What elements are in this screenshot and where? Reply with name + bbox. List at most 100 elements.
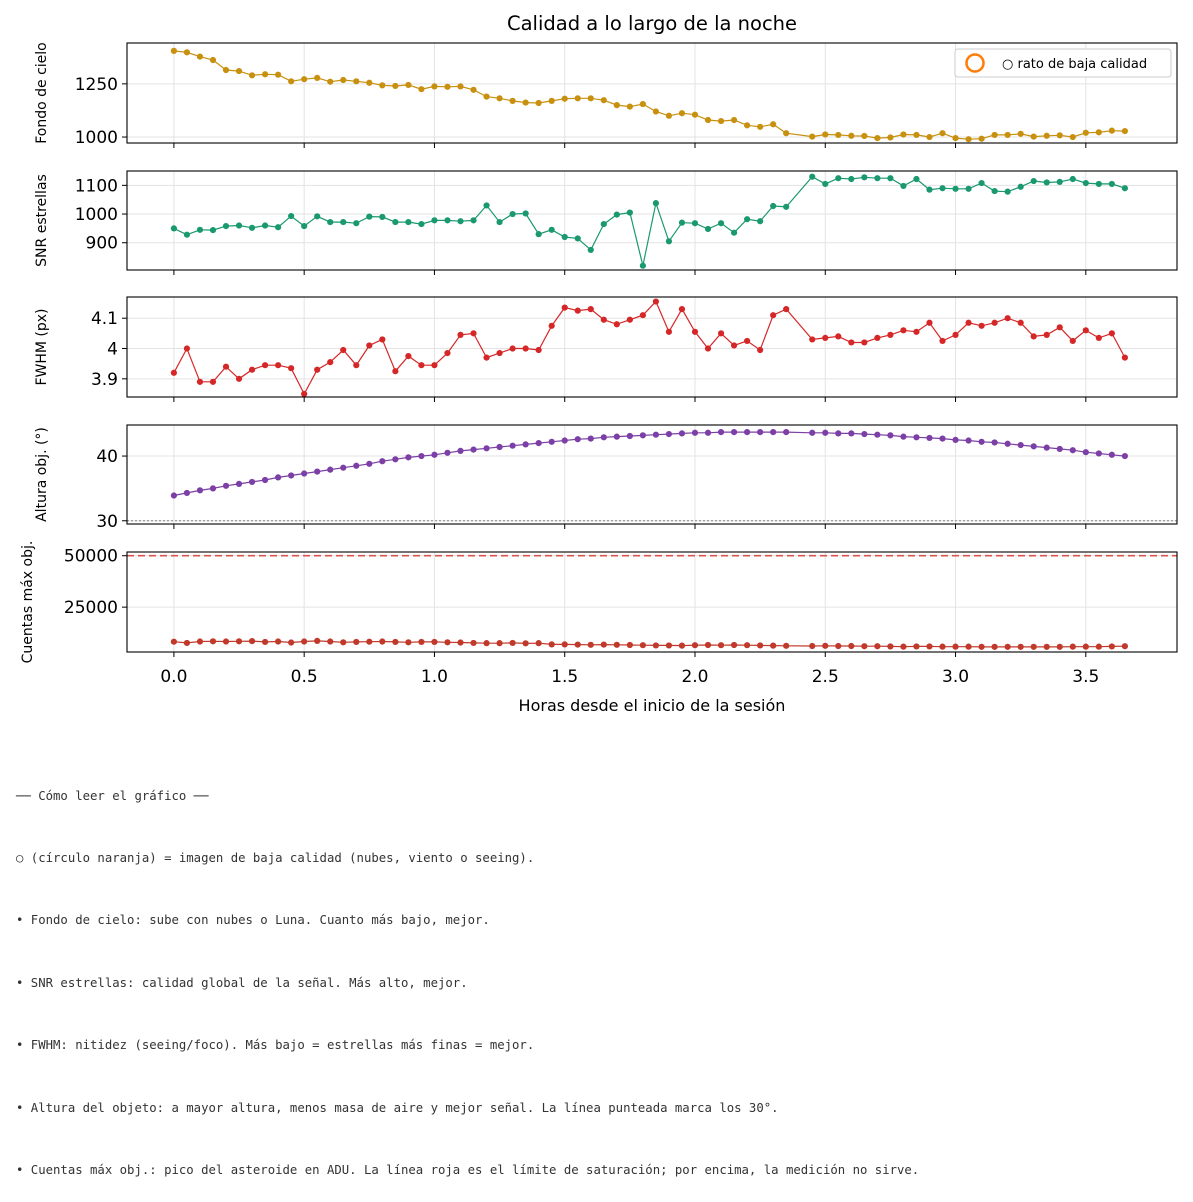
data-point [261, 222, 269, 229]
data-point [183, 231, 191, 238]
data-point [457, 331, 464, 338]
data-point [900, 131, 907, 138]
data-point [887, 643, 894, 650]
data-point [678, 110, 686, 117]
legend: ○ rato de baja calidad [954, 48, 1172, 78]
data-point [939, 435, 946, 442]
data-point [874, 175, 881, 182]
y-tick-label: 30 [96, 512, 118, 532]
data-point [900, 327, 907, 334]
y-tick-label: 3.9 [91, 370, 118, 390]
data-point [717, 429, 725, 436]
data-point [770, 202, 777, 210]
data-point [196, 226, 204, 233]
data-point [1082, 179, 1089, 187]
data-point [561, 233, 568, 241]
data-point [170, 369, 177, 376]
data-point [535, 231, 542, 238]
data-point [1004, 440, 1011, 447]
data-point [939, 130, 946, 137]
data-point [418, 362, 425, 369]
data-point [1082, 327, 1089, 334]
data-point [275, 638, 282, 645]
data-point [991, 643, 998, 650]
data-point [522, 640, 529, 647]
data-point [691, 111, 699, 118]
data-point [1056, 178, 1063, 186]
y-tick-label: 4 [107, 340, 118, 360]
data-point [900, 182, 907, 190]
data-point [275, 71, 282, 78]
data-point [222, 482, 230, 489]
data-point [483, 354, 490, 361]
data-point [379, 336, 386, 343]
data-point [574, 307, 581, 314]
data-point [1082, 643, 1089, 650]
data-point [248, 478, 256, 486]
data-point [261, 476, 269, 484]
data-point [470, 446, 477, 453]
data-point [600, 641, 607, 648]
data-point [1017, 130, 1024, 137]
data-point [965, 643, 972, 650]
data-point [196, 638, 204, 645]
data-point [431, 451, 438, 458]
data-point [379, 82, 386, 89]
data-point [717, 642, 725, 649]
data-point [1108, 180, 1115, 188]
data-point [952, 185, 959, 192]
data-point [730, 229, 738, 236]
data-point [1069, 175, 1076, 183]
data-point [939, 643, 946, 650]
data-point [275, 362, 282, 369]
panel-frame [126, 170, 1178, 271]
data-point [1004, 131, 1011, 139]
data-point [196, 378, 204, 385]
data-point [822, 334, 829, 342]
data-point [743, 216, 751, 223]
data-point [314, 213, 321, 220]
data-point [457, 639, 464, 646]
data-point [652, 108, 660, 115]
data-point [327, 638, 334, 645]
data-point [1043, 643, 1050, 650]
data-point [978, 322, 985, 329]
data-point [991, 131, 998, 139]
data-point [209, 485, 217, 492]
data-point [288, 472, 295, 479]
chart-title: Calidad a lo largo de la noche [507, 12, 797, 35]
data-point [835, 175, 842, 182]
data-point [965, 437, 972, 444]
data-point [509, 442, 516, 449]
data-point [809, 173, 816, 180]
data-point [926, 319, 933, 326]
data-point [574, 95, 581, 102]
data-point [652, 200, 660, 207]
data-point [431, 217, 438, 224]
data-point [783, 203, 790, 210]
data-point [783, 130, 790, 137]
data-point [691, 642, 699, 649]
data-point [952, 135, 959, 142]
data-point [704, 429, 712, 436]
data-point [704, 116, 712, 124]
x-tick-label: 3.5 [1072, 667, 1099, 687]
data-point [743, 429, 751, 436]
data-point [1121, 354, 1128, 361]
data-point [926, 643, 933, 650]
data-point [887, 331, 894, 338]
data-point [678, 642, 686, 649]
note-line: ○ (círculo naranja) = imagen de baja cal… [16, 850, 535, 865]
data-point [887, 134, 894, 141]
data-point [600, 97, 607, 104]
data-point [327, 78, 334, 85]
data-point [991, 187, 998, 195]
data-point [1030, 133, 1037, 140]
y-tick-label: 1000 [75, 128, 118, 148]
data-point [704, 345, 712, 352]
data-point [418, 638, 425, 646]
y-tick-label: 1000 [75, 205, 118, 225]
data-point [222, 66, 230, 74]
data-point [965, 185, 972, 192]
data-point [757, 346, 764, 354]
